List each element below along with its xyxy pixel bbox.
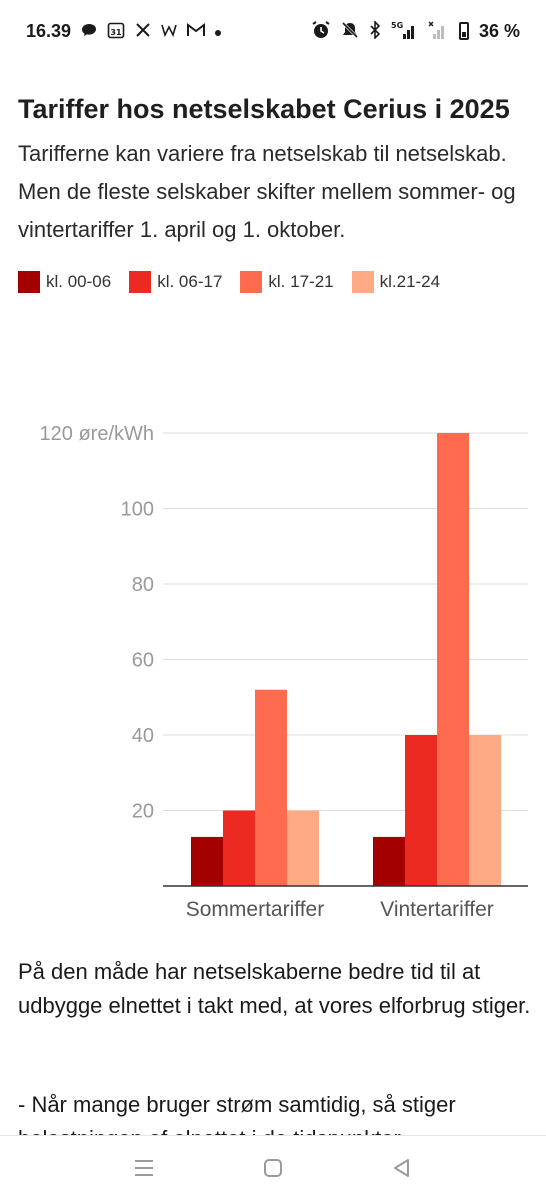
mute-icon (341, 21, 359, 42)
bar-chart: 20 40 60 80 100 120 øre/kWh Sommertariffer Vint… (40, 423, 528, 921)
legend-swatch (129, 271, 152, 293)
chart-subtitle: Tarifferne kan variere fra netselskab ti… (18, 141, 516, 242)
bluetooth-icon (369, 19, 381, 42)
calendar-31-icon: 31 (107, 21, 125, 42)
w-icon (161, 23, 177, 40)
legend-item: kl. 06-17 (129, 271, 222, 293)
x-logo-icon (135, 22, 151, 41)
bar-vinter-3 (469, 735, 501, 886)
battery-percent: 36 % (478, 20, 520, 41)
legend-label: kl. 17-21 (268, 272, 334, 291)
chart-legend: kl. 00-06 kl. 06-17 kl. 17-21 kl.21-24 (18, 271, 528, 293)
back-icon (393, 1159, 409, 1177)
article-paragraph-cut: - Når mange bruger strøm samtidig, så st… (18, 1092, 456, 1136)
article: Tariffer hos netselskabet Cerius i 2025 … (18, 92, 528, 293)
y-tick-label: 20 (132, 801, 154, 823)
battery-icon (458, 22, 469, 40)
chat-bubble-icon (81, 23, 97, 40)
bar-sommer-3 (287, 810, 319, 886)
dot-icon (215, 24, 222, 39)
chart-title: Tariffer hos netselskabet Cerius i 2025 (18, 94, 510, 124)
legend-label: kl. 00-06 (46, 272, 112, 291)
bar-sommer-2 (255, 689, 287, 886)
legend-swatch (240, 271, 263, 293)
clock: 16.39 (26, 20, 72, 41)
alarm-icon (311, 20, 331, 43)
recent-apps-icon (135, 1160, 154, 1176)
y-tick-label: 120 øre/kWh (40, 423, 154, 445)
bar-sommer-1 (223, 810, 255, 886)
5g-signal-icon: 5G (391, 20, 417, 43)
signal-icon (427, 20, 449, 43)
home-button[interactable] (253, 1148, 293, 1188)
gmail-icon (187, 22, 206, 40)
status-left: 16.39 31 (26, 20, 222, 42)
legend-item: kl. 17-21 (240, 271, 334, 293)
legend-label: kl. 06-17 (157, 272, 223, 291)
legend-item: kl.21-24 (351, 271, 441, 293)
recent-apps-button[interactable] (124, 1148, 164, 1188)
status-right: 5G 36 % (311, 19, 520, 43)
home-icon (263, 1159, 282, 1177)
legend-label: kl.21-24 (379, 272, 441, 291)
y-tick-label: 100 (121, 499, 154, 521)
legend-swatch (18, 271, 40, 293)
bar-sommer-0 (191, 836, 223, 886)
bar-vinter-1 (405, 735, 437, 886)
system-nav-bar (0, 1135, 546, 1200)
back-button[interactable] (382, 1148, 422, 1188)
x-category-label: Vintertariffer (380, 898, 494, 921)
legend-swatch (351, 271, 374, 293)
x-category-label: Sommertariffer (186, 898, 324, 921)
network-type: 5G (391, 21, 403, 30)
bar-vinter-2 (437, 433, 469, 886)
status-bar: 16.39 31 5G (0, 0, 546, 62)
y-tick-label: 60 (132, 650, 154, 672)
calendar-day: 31 (110, 28, 122, 37)
bar-vinter-0 (373, 836, 405, 886)
article-paragraph: På den måde har netselskaberne bedre tid… (18, 959, 531, 1018)
y-tick-label: 40 (132, 725, 154, 747)
y-tick-label: 80 (132, 574, 154, 596)
legend-item: kl. 00-06 (18, 271, 111, 293)
